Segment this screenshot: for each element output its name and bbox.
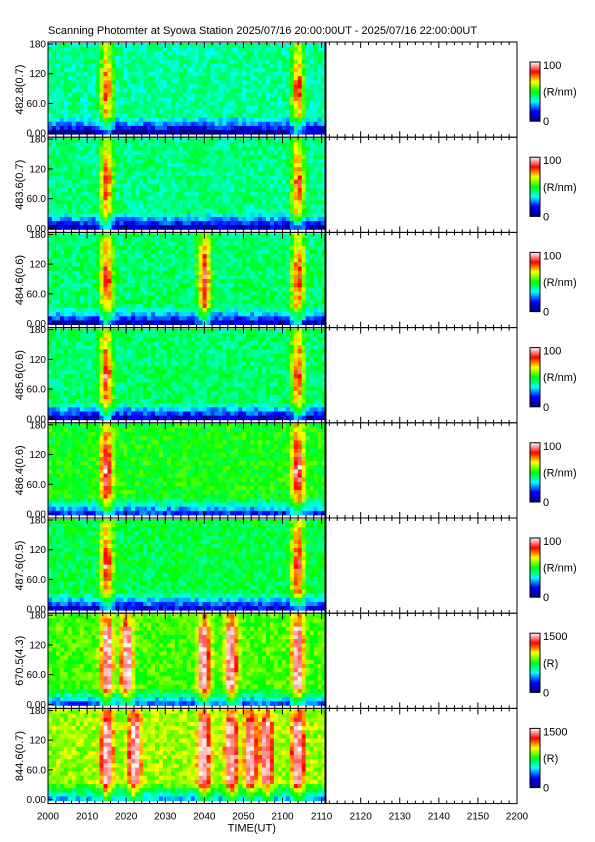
y-tick-label-1-2: 120 <box>29 164 46 175</box>
y-tick-label-2-0: 0.00 <box>27 319 47 330</box>
colorbar-5 <box>529 537 541 598</box>
y-tick-label-0-0: 0.00 <box>27 129 47 140</box>
y-tick-label-0-1: 60.0 <box>27 99 47 110</box>
colorbar-unit-6: (R) <box>543 658 558 670</box>
colorbar-0 <box>529 61 541 122</box>
colorbar-unit-5: (R/nm) <box>543 563 577 575</box>
colorbar-min-0: 0 <box>543 116 549 128</box>
chart-title: Scanning Photomter at Syowa Station 2025… <box>48 25 478 37</box>
y-tick-label-1-0: 0.00 <box>27 224 47 235</box>
colorbar-max-3: 100 <box>543 346 561 358</box>
y-axis-label-7: 844.6(0.7) <box>14 731 26 781</box>
x-tick-label-1: 2010 <box>76 812 99 823</box>
y-tick-label-2-1: 60.0 <box>27 289 47 300</box>
x-axis-label: TIME(UT) <box>228 823 276 835</box>
colorbar-unit-2: (R/nm) <box>543 277 577 289</box>
colorbar-2 <box>529 251 541 313</box>
y-tick-label-3-3: 180 <box>29 325 46 336</box>
y-tick-label-4-0: 0.00 <box>27 510 47 521</box>
colorbar-unit-3: (R/nm) <box>543 372 577 384</box>
heatmap-7 <box>48 709 326 801</box>
y-axis-label-4: 486.4(0.6) <box>14 445 26 495</box>
y-tick-label-1-1: 60.0 <box>27 194 47 205</box>
y-axis-label-3: 485.6(0.6) <box>14 350 26 400</box>
colorbar-min-5: 0 <box>543 592 549 604</box>
y-tick-label-5-2: 120 <box>29 545 46 556</box>
y-axis-label-0: 482.8(0.7) <box>14 65 26 115</box>
x-tick-label-4: 2040 <box>193 812 216 823</box>
x-tick-label-11: 2150 <box>467 812 490 823</box>
heatmap-3 <box>48 328 326 421</box>
colorbar-min-7: 0 <box>543 783 549 795</box>
colorbar-4 <box>529 442 541 503</box>
y-tick-label-6-3: 180 <box>29 611 46 622</box>
y-tick-label-6-2: 120 <box>29 640 46 651</box>
colorbar-min-2: 0 <box>543 307 549 319</box>
x-tick-label-7: 2110 <box>311 812 333 823</box>
y-axis-label-1: 483.6(0.7) <box>14 160 26 210</box>
y-tick-label-5-0: 0.00 <box>27 605 47 616</box>
colorbar-max-6: 1500 <box>543 631 567 643</box>
colorbar-max-4: 100 <box>543 441 561 453</box>
colorbar-7 <box>529 727 541 789</box>
y-axis-label-5: 487.6(0.5) <box>14 541 26 591</box>
colorbar-unit-0: (R/nm) <box>543 87 577 99</box>
y-tick-label-6-0: 0.00 <box>27 700 47 711</box>
heatmap-2 <box>48 233 326 325</box>
y-tick-label-2-2: 120 <box>29 260 46 271</box>
x-tick-label-12: 2200 <box>506 812 529 823</box>
colorbar-min-4: 0 <box>543 497 549 509</box>
colorbar-unit-4: (R/nm) <box>543 467 577 479</box>
y-tick-label-3-2: 120 <box>29 355 46 366</box>
heatmap-4 <box>48 423 326 516</box>
colorbar-max-0: 100 <box>543 60 561 72</box>
heatmap-6 <box>48 614 326 706</box>
x-tick-label-10: 2140 <box>428 812 451 823</box>
x-tick-label-0: 2000 <box>37 812 60 823</box>
y-tick-label-5-1: 60.0 <box>27 575 47 586</box>
colorbar-1 <box>529 156 541 217</box>
y-tick-label-5-3: 180 <box>29 516 46 527</box>
y-tick-label-0-2: 120 <box>29 69 46 80</box>
colorbar-min-1: 0 <box>543 211 549 223</box>
y-tick-label-4-1: 60.0 <box>27 480 47 491</box>
colorbar-3 <box>529 347 541 408</box>
y-tick-label-3-0: 0.00 <box>27 414 47 425</box>
x-tick-label-8: 2120 <box>350 812 373 823</box>
colorbar-max-5: 100 <box>543 536 561 548</box>
y-tick-label-6-1: 60.0 <box>27 670 47 681</box>
y-tick-label-4-3: 180 <box>29 420 46 431</box>
y-tick-label-7-3: 180 <box>29 706 46 717</box>
colorbar-max-7: 1500 <box>543 726 567 738</box>
y-axis-label-2: 484.6(0.6) <box>14 255 26 305</box>
y-tick-label-7-1: 60.0 <box>27 765 47 776</box>
y-tick-label-4-2: 120 <box>29 450 46 461</box>
heatmap-0 <box>48 43 326 135</box>
x-tick-label-5: 2050 <box>232 812 255 823</box>
y-tick-label-1-3: 180 <box>29 135 46 146</box>
colorbar-min-6: 0 <box>543 687 549 699</box>
colorbar-max-2: 100 <box>543 250 561 262</box>
heatmap-1 <box>48 138 326 230</box>
x-tick-label-9: 2130 <box>389 812 412 823</box>
heatmap-5 <box>48 519 326 611</box>
x-tick-label-3: 2030 <box>154 812 177 823</box>
y-tick-label-7-0: 0.00 <box>27 795 47 806</box>
colorbar-min-3: 0 <box>543 402 549 414</box>
y-axis-label-6: 670.5(4.3) <box>14 636 26 686</box>
colorbar-max-1: 100 <box>543 155 561 167</box>
colorbar-unit-1: (R/nm) <box>543 182 577 194</box>
y-tick-label-0-3: 180 <box>29 40 46 51</box>
y-tick-label-7-2: 120 <box>29 736 46 747</box>
x-tick-label-2: 2020 <box>115 812 138 823</box>
colorbar-6 <box>529 632 541 693</box>
y-tick-label-3-1: 60.0 <box>27 385 47 396</box>
colorbar-unit-7: (R) <box>543 753 558 765</box>
y-tick-label-2-3: 180 <box>29 230 46 241</box>
x-tick-label-6: 2100 <box>271 812 294 823</box>
